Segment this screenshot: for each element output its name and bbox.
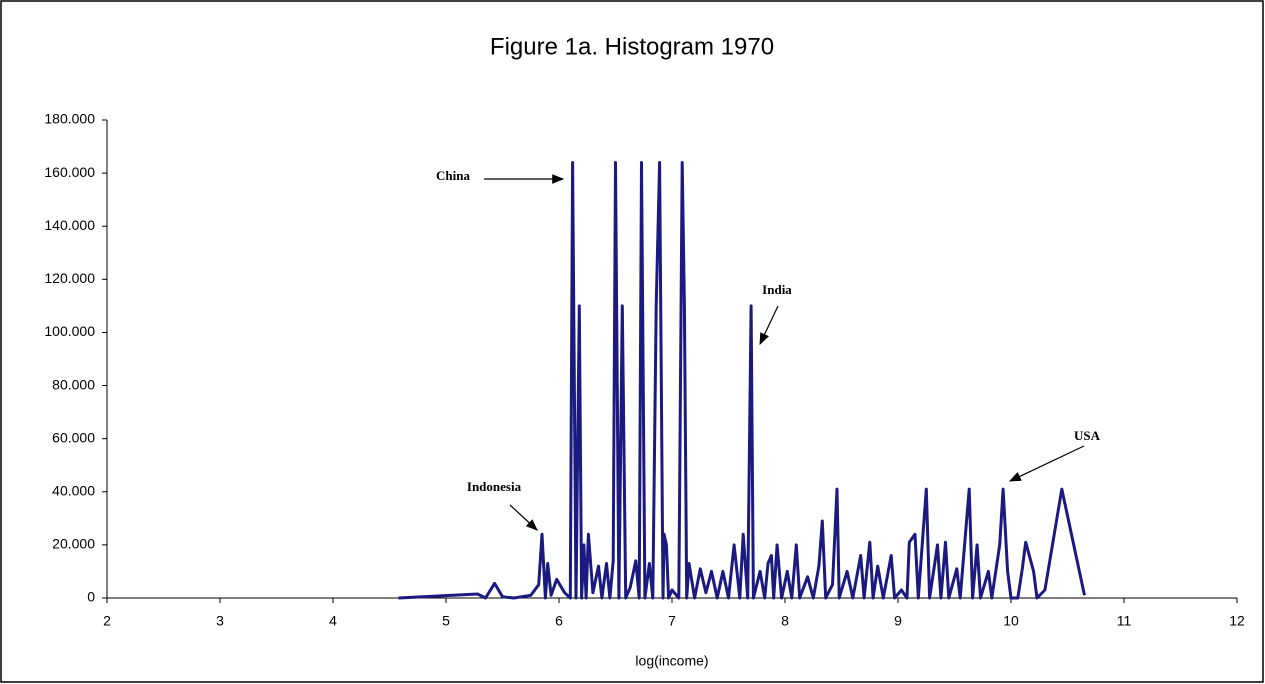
annotation: China	[436, 168, 470, 183]
annotation: India	[762, 282, 792, 297]
x-tick-label: 7	[668, 613, 676, 629]
y-tick-label: 60.000	[52, 429, 95, 445]
x-tick-label: 10	[1003, 613, 1019, 629]
annotation-arrows	[484, 174, 1085, 531]
y-tick-label: 160.000	[44, 164, 95, 180]
x-tick-label: 9	[894, 613, 902, 629]
x-tick-label: 6	[555, 613, 563, 629]
x-axis-label: log(income)	[635, 653, 708, 669]
annotation: USA	[1074, 428, 1101, 443]
y-tick-label: 180.000	[44, 111, 95, 127]
y-tick-label: 120.000	[44, 270, 95, 286]
y-tick-label: 100.000	[44, 323, 95, 339]
data-line	[398, 161, 1086, 600]
y-tick-label: 140.000	[44, 217, 95, 233]
chart-title: Figure 1a. Histogram 1970	[490, 33, 774, 60]
y-tick-label: 80.000	[52, 376, 95, 392]
y-tick-label: 20.000	[52, 536, 95, 552]
y-tick-label: 0	[87, 589, 95, 605]
x-tick-label: 5	[442, 613, 450, 629]
annotation: Indonesia	[467, 479, 522, 494]
y-tick-label: 40.000	[52, 482, 95, 498]
x-tick-label: 12	[1229, 613, 1245, 629]
x-tick-label: 2	[103, 613, 111, 629]
x-tick-label: 3	[216, 613, 224, 629]
x-tick-label: 11	[1117, 613, 1132, 629]
x-tick-label: 4	[329, 613, 337, 629]
x-tick-label: 8	[781, 613, 789, 629]
